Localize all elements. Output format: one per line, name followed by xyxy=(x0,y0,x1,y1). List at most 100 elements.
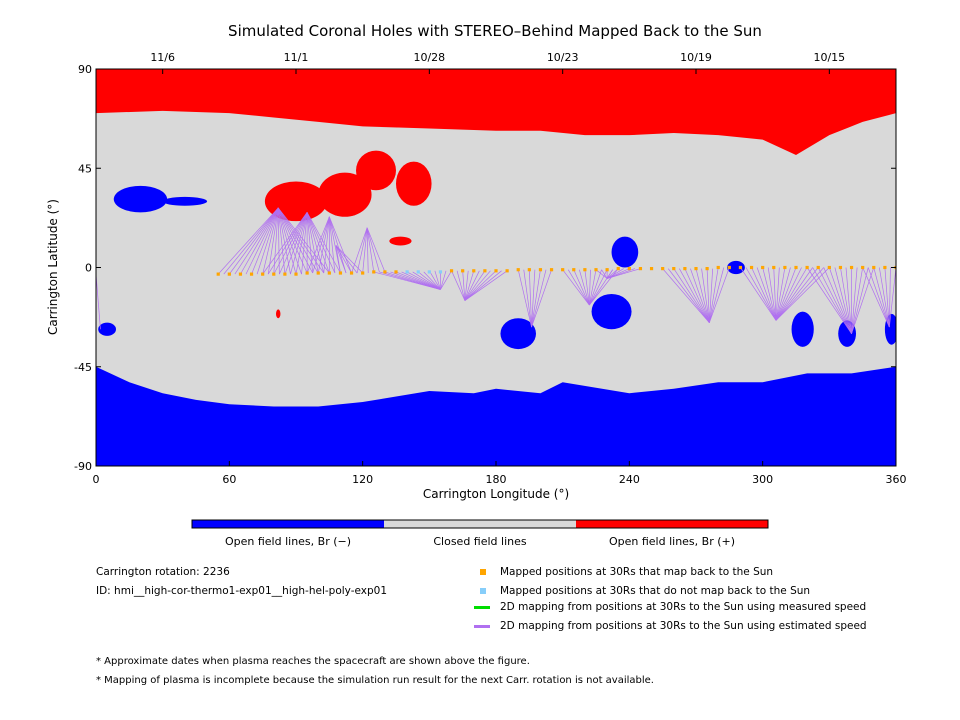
unmapped-point xyxy=(427,270,431,274)
mapping-line xyxy=(267,212,308,275)
mapping-line xyxy=(589,269,602,306)
north-open-field-positive xyxy=(96,69,896,156)
mapped-point xyxy=(694,267,698,271)
mapping-line xyxy=(684,268,710,323)
open-field-positive-patch xyxy=(276,309,281,319)
unmapped-point xyxy=(438,270,443,274)
mapped-point xyxy=(583,268,587,272)
mapped-point xyxy=(883,265,887,270)
mapping-line xyxy=(277,207,286,275)
open-field-negative-patch xyxy=(791,311,814,347)
mapping-line xyxy=(884,267,890,328)
mapping-line xyxy=(306,212,330,274)
run-id: ID: hmi__high-cor-thermo1-exp01__high-he… xyxy=(96,585,388,597)
south-open-field-negative xyxy=(96,366,896,466)
x-tick-label: 0 xyxy=(93,473,100,486)
open-field-positive-patch xyxy=(318,172,372,217)
mapping-line xyxy=(517,269,532,328)
mapping-line xyxy=(878,267,890,328)
open-field-negative-patch xyxy=(162,196,208,206)
mapping-line xyxy=(751,267,777,321)
mapped-point xyxy=(305,271,309,275)
mapped-points xyxy=(216,265,896,276)
mapping-line xyxy=(456,270,466,301)
mapping-line xyxy=(335,245,347,274)
mapped-point xyxy=(772,265,776,270)
unmapped-point xyxy=(416,270,420,274)
mapped-point xyxy=(727,265,731,270)
mapping-line xyxy=(667,268,710,323)
mapping-line xyxy=(775,267,813,321)
mapping-line xyxy=(329,216,352,274)
legend-mapped: Mapped positions at 30Rs that map back t… xyxy=(500,566,774,578)
open-field-positive-patch xyxy=(396,161,432,206)
date-tick-label: 11/6 xyxy=(150,51,175,64)
date-tick-label: 10/23 xyxy=(547,51,579,64)
mapping-line xyxy=(351,227,368,274)
mapping-line xyxy=(464,270,475,301)
mapped-point xyxy=(861,265,865,270)
mapping-line xyxy=(277,207,291,275)
mapping-line xyxy=(775,267,819,321)
mapping-line xyxy=(775,267,786,321)
mapping-line xyxy=(418,271,441,290)
mapping-line xyxy=(851,267,875,334)
mapping-line xyxy=(862,267,890,328)
mapped-point xyxy=(338,271,343,275)
mapping-line xyxy=(366,227,375,272)
date-tick-label: 10/28 xyxy=(413,51,445,64)
mapped-point xyxy=(261,272,265,276)
mapping-line xyxy=(279,212,308,275)
mapped-point xyxy=(849,265,854,270)
mapping-line xyxy=(662,268,710,323)
mapping-line xyxy=(335,245,358,274)
mapping-line xyxy=(440,270,452,290)
mapping-line xyxy=(531,269,552,328)
colorbar-segment xyxy=(384,520,576,528)
mapped-point xyxy=(838,265,843,270)
legend-swatch-estimated xyxy=(474,625,490,628)
mapped-point xyxy=(549,268,554,272)
mapped-point xyxy=(649,267,654,271)
mapping-line xyxy=(328,216,347,274)
open-field-negative-patch xyxy=(98,322,117,336)
mapped-point xyxy=(516,268,520,272)
mapped-point xyxy=(483,269,487,273)
mapped-point xyxy=(605,268,609,272)
mapping-line xyxy=(573,269,590,306)
mapped-point xyxy=(594,268,598,272)
mapping-line xyxy=(306,212,341,274)
footnote-dates: * Approximate dates when plasma reaches … xyxy=(96,656,530,667)
mapping-line xyxy=(595,269,608,279)
mapped-point xyxy=(627,267,631,271)
mapped-point xyxy=(672,267,676,271)
open-field-negative-patch xyxy=(500,318,536,350)
mapping-line xyxy=(440,270,447,290)
x-tick-label: 240 xyxy=(619,473,640,486)
x-tick-label: 360 xyxy=(886,473,907,486)
mapping-line xyxy=(767,267,777,321)
mapping-line xyxy=(531,269,536,328)
mapping-line xyxy=(234,207,279,275)
mapping-line xyxy=(464,270,486,301)
mapping-line xyxy=(708,267,725,323)
mapping-line xyxy=(679,268,710,323)
y-axis-label: Carrington Latitude (°) xyxy=(46,199,60,335)
mapped-point xyxy=(761,265,765,270)
mapping-line xyxy=(335,245,352,274)
mapping-line xyxy=(301,212,308,275)
mapping-line xyxy=(96,274,101,330)
mapping-line xyxy=(306,212,336,274)
mapping-line xyxy=(335,245,341,274)
colorbar-label: Closed field lines xyxy=(433,535,527,548)
mapped-point xyxy=(616,267,620,271)
mapping-line xyxy=(362,227,368,274)
mapping-line xyxy=(775,267,825,321)
mapping-line xyxy=(706,268,710,323)
mapping-line xyxy=(464,270,480,301)
mapping-line xyxy=(851,267,858,334)
mapping-line xyxy=(806,267,852,334)
mapping-line xyxy=(823,267,852,334)
legend-swatch-unmapped xyxy=(480,588,486,594)
mapped-point xyxy=(349,271,354,275)
